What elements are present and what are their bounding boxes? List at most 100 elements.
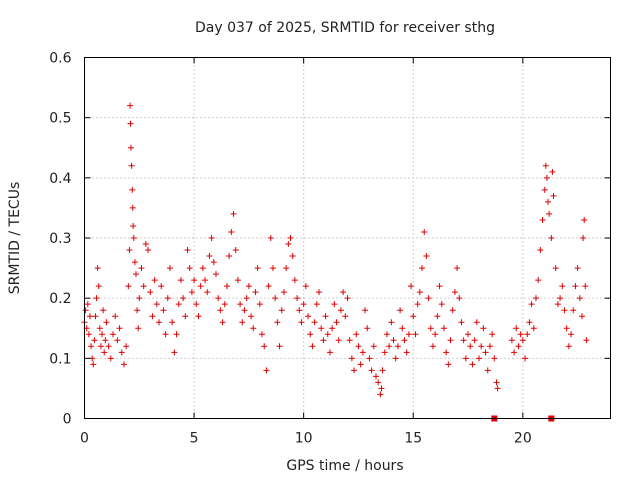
data-point <box>234 277 241 284</box>
data-point <box>208 235 215 241</box>
data-point <box>522 355 529 362</box>
data-point <box>125 283 132 290</box>
data-point <box>307 331 314 338</box>
data-point <box>204 289 211 296</box>
data-point <box>118 349 125 356</box>
data-point <box>322 313 329 320</box>
data-point <box>412 331 419 338</box>
data-point <box>335 337 342 344</box>
data-point <box>309 343 316 350</box>
data-point <box>289 253 296 260</box>
data-point <box>215 295 222 302</box>
data-point <box>572 283 579 290</box>
data-point <box>368 367 375 374</box>
data-point <box>156 319 163 326</box>
data-point <box>105 343 112 350</box>
data-point <box>359 349 366 356</box>
data-point <box>476 355 482 362</box>
data-point <box>559 283 566 290</box>
data-point <box>532 295 539 302</box>
data-points <box>81 102 590 398</box>
data-point <box>484 367 491 374</box>
data-point <box>88 343 95 350</box>
data-point <box>550 192 557 199</box>
data-point <box>248 313 255 320</box>
x-axis-label: GPS time / hours <box>286 458 403 474</box>
data-point <box>276 343 283 350</box>
data-point <box>545 198 552 205</box>
data-point <box>440 325 447 332</box>
data-point <box>136 295 143 302</box>
data-point <box>267 235 274 241</box>
data-point <box>134 307 141 314</box>
data-point <box>278 307 285 314</box>
data-point <box>579 313 586 320</box>
grid-lines <box>84 57 611 419</box>
axis-ticks: 0 0.1 0.2 0.3 0.4 0.5 0.6 0 5 10 15 20 <box>49 51 611 447</box>
data-point <box>543 174 550 181</box>
data-point <box>186 265 193 272</box>
data-point <box>166 265 173 272</box>
data-point <box>552 265 559 272</box>
data-point <box>331 301 338 308</box>
data-point <box>93 295 100 302</box>
data-point <box>138 265 145 272</box>
data-point <box>318 325 325 332</box>
data-point <box>557 295 564 302</box>
data-point <box>570 307 577 314</box>
data-point <box>581 216 588 223</box>
data-point <box>324 331 331 338</box>
data-point <box>82 307 89 314</box>
data-point <box>449 307 456 314</box>
data-point <box>169 319 176 326</box>
data-point <box>127 120 134 127</box>
data-point <box>151 277 158 284</box>
data-point <box>210 259 217 266</box>
data-point <box>298 319 305 326</box>
data-point <box>388 319 395 326</box>
data-point <box>561 307 568 314</box>
data-point <box>162 331 169 338</box>
data-point <box>100 307 107 314</box>
data-point <box>114 337 121 344</box>
data-point <box>375 379 382 386</box>
data-point <box>565 343 572 350</box>
data-point <box>386 343 393 350</box>
data-point <box>542 162 549 169</box>
data-point <box>311 319 318 326</box>
data-point <box>287 235 294 241</box>
data-point <box>351 367 358 374</box>
data-point <box>191 277 198 284</box>
data-point <box>92 313 99 320</box>
data-point <box>549 168 556 175</box>
data-point <box>173 331 180 338</box>
data-point <box>130 235 137 241</box>
y-tick-label: 0.6 <box>49 51 71 67</box>
data-point <box>541 186 548 193</box>
data-point <box>213 271 219 278</box>
data-point <box>217 307 224 314</box>
data-point <box>333 319 340 326</box>
data-point <box>478 343 485 350</box>
data-point <box>515 343 522 350</box>
data-point <box>265 283 272 290</box>
data-point <box>508 337 515 344</box>
data-point <box>230 210 237 217</box>
data-point <box>364 325 371 332</box>
data-point <box>493 379 500 386</box>
data-point <box>129 204 136 211</box>
data-point <box>462 355 469 362</box>
data-point <box>283 265 290 272</box>
data-point <box>320 337 327 344</box>
data-point <box>199 265 206 272</box>
data-point <box>123 343 130 350</box>
data-point <box>120 361 127 368</box>
data-point <box>447 337 454 344</box>
data-point <box>256 301 263 308</box>
data-point <box>576 295 583 302</box>
y-tick-label: 0.3 <box>49 231 71 247</box>
data-point <box>473 319 480 326</box>
data-point <box>329 325 336 332</box>
data-point <box>130 222 137 229</box>
data-point <box>451 289 458 296</box>
